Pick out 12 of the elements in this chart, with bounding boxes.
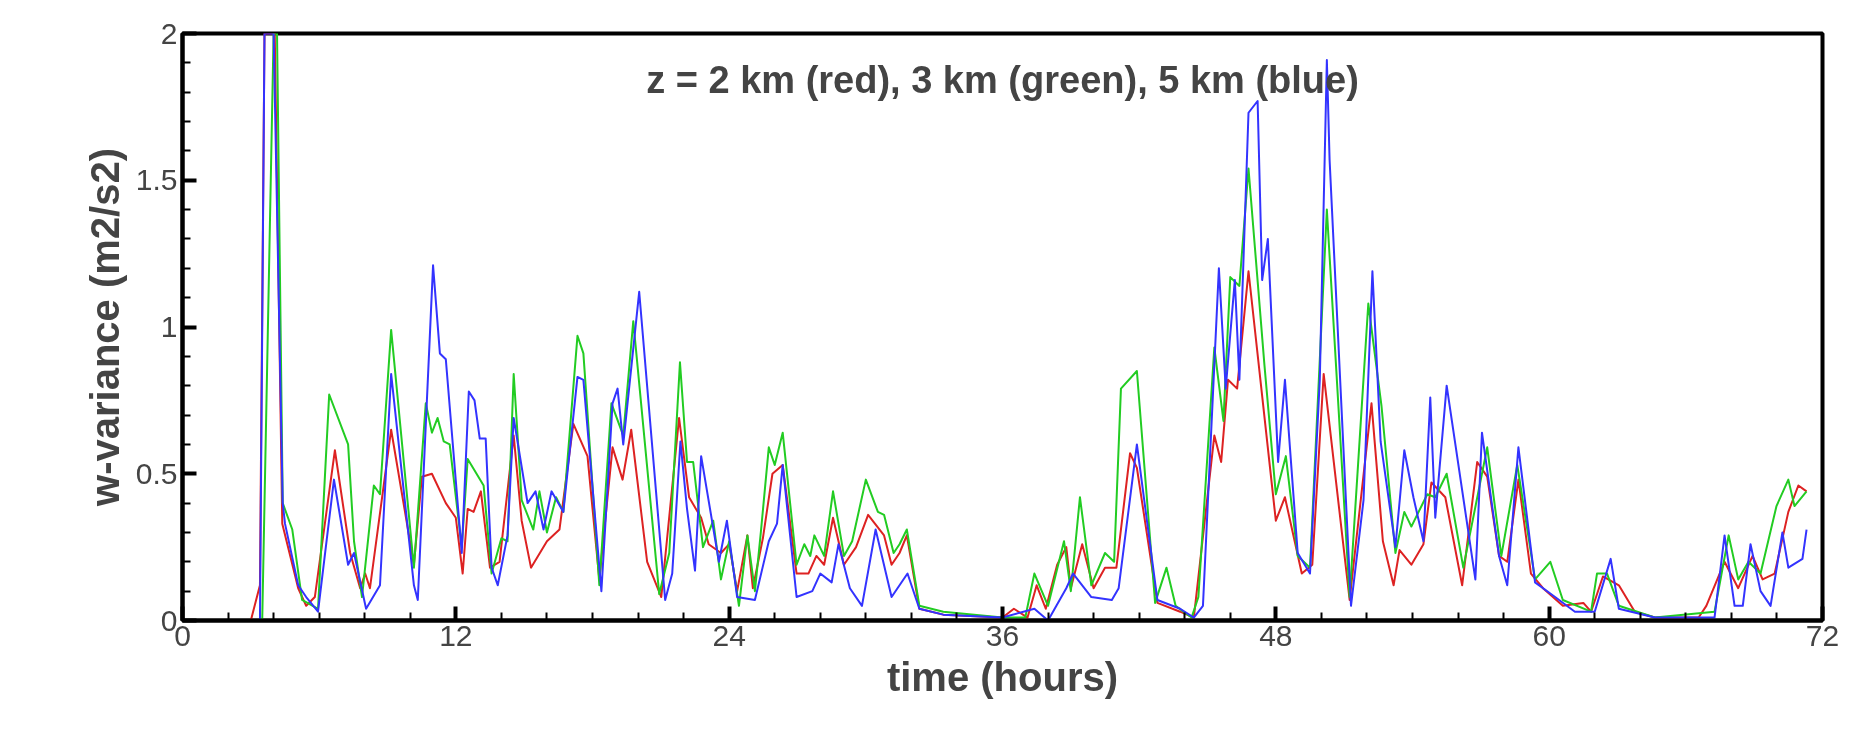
x-axis-title: time (hours) — [886, 654, 1119, 699]
x-tick-label: 60 — [1532, 618, 1566, 652]
x-tick-label: 24 — [712, 618, 746, 652]
y-tick-label: 1.5 — [135, 163, 178, 197]
x-tick-label: 72 — [1805, 618, 1840, 652]
x-tick-label: 12 — [439, 618, 473, 652]
y-tick-label: 2 — [160, 16, 178, 50]
x-tick-label: 48 — [1259, 618, 1293, 652]
y-axis-title: w-variance (m2/s2) — [82, 148, 127, 507]
y-tick-label: 0.5 — [135, 456, 178, 490]
x-tick-label: 36 — [985, 618, 1020, 652]
y-tick-label: 1 — [160, 310, 178, 343]
